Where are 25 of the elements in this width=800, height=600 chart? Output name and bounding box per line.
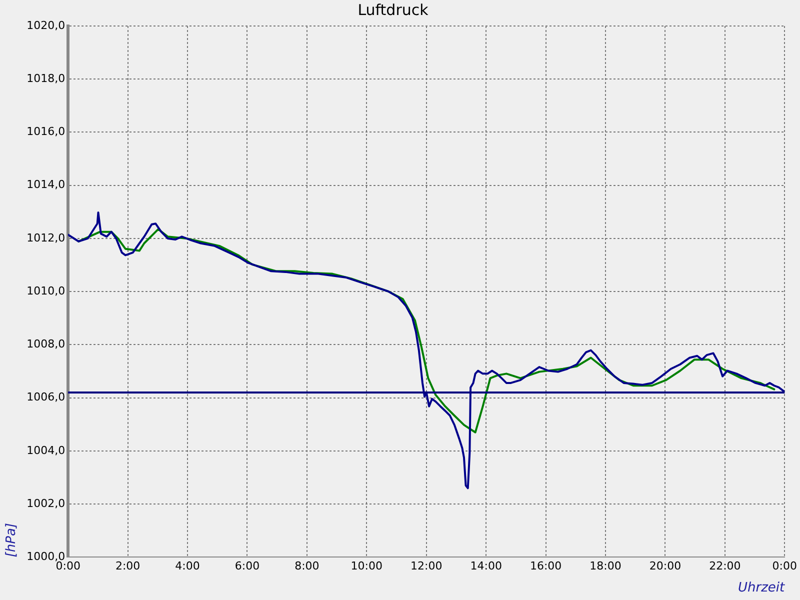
- x-tick-label: 12:00: [410, 560, 442, 573]
- x-tick-label: 4:00: [175, 560, 200, 573]
- y-tick-label: 1016,0: [26, 125, 66, 138]
- x-tick-label: 10:00: [350, 560, 383, 573]
- x-tick-label: 22:00: [709, 560, 741, 573]
- x-tick-label: 2:00: [115, 560, 140, 573]
- y-axis-title: [hPa]: [4, 522, 20, 558]
- y-tick-label: 1018,0: [26, 72, 66, 85]
- y-tick-label: 1004,0: [26, 444, 66, 457]
- chart-title: Luftdruck: [358, 0, 429, 19]
- x-tick-label: 8:00: [294, 560, 320, 573]
- y-tick-label: 1002,0: [26, 496, 66, 510]
- x-tick-label: 20:00: [649, 560, 682, 573]
- y-tick-label: 1014,0: [26, 178, 66, 192]
- x-tick-label: 14:00: [470, 560, 502, 573]
- x-axis-title: Uhrzeit: [738, 580, 786, 596]
- y-tick-label: 1008,0: [26, 338, 66, 351]
- y-tick-label: 1020,0: [26, 18, 66, 32]
- x-tick-label: 0:00: [772, 560, 797, 573]
- y-tick-label: 1006,0: [26, 390, 66, 404]
- x-tick-label: 18:00: [590, 560, 622, 573]
- x-tick-label: 6:00: [234, 560, 260, 573]
- x-tick-label: 16:00: [530, 560, 562, 573]
- y-tick-label: 1012,0: [26, 231, 66, 244]
- y-tick-label: 1010,0: [26, 284, 66, 298]
